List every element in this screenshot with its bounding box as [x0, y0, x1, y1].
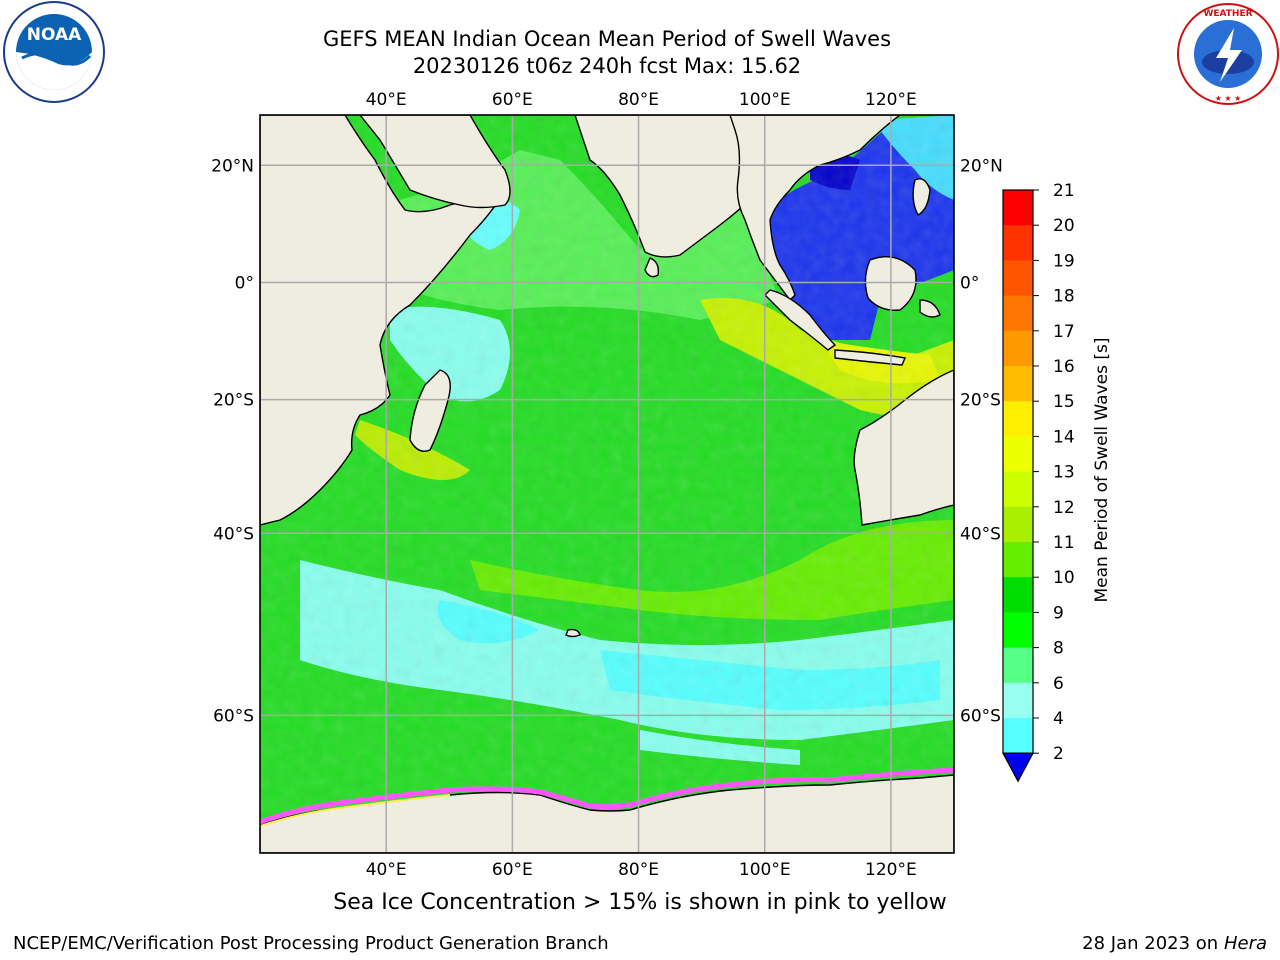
colorbar-tick-label: 20 [1053, 216, 1075, 236]
lon-tick-top: 40°E [366, 90, 407, 110]
colorbar-tick-label: 6 [1053, 674, 1064, 694]
colorbar-segment [1003, 612, 1033, 649]
map-frame [259, 114, 955, 854]
colorbar-tick-label: 10 [1053, 568, 1075, 588]
svg-text:WEATHER: WEATHER [1203, 9, 1252, 19]
lat-tick-left: 0° [235, 273, 254, 293]
colorbar-segment [1003, 330, 1033, 367]
colorbar-segment [1003, 225, 1033, 261]
lat-tick-right: 60°S [960, 706, 1001, 726]
colorbar-tick-label: 14 [1053, 427, 1075, 447]
lon-tick-top: 60°E [492, 90, 533, 110]
colorbar-segment [1003, 577, 1033, 613]
colorbar-tick-label: 17 [1053, 322, 1075, 342]
footer-date: 28 Jan 2023 on Hera [1082, 933, 1267, 954]
colorbar-tick-label: 18 [1053, 287, 1075, 307]
lat-tick-right: 20°S [960, 391, 1001, 411]
colorbar-segment [1003, 295, 1033, 332]
lon-tick-bottom: 60°E [492, 860, 533, 880]
noaa-logo: NOAA [3, 1, 105, 103]
chart-title: GEFS MEAN Indian Ocean Mean Period of Sw… [322, 27, 892, 51]
lon-tick-bottom: 120°E [865, 860, 917, 880]
lon-tick-top: 120°E [865, 90, 917, 110]
gridlines [260, 115, 954, 853]
map-area [260, 115, 954, 853]
axis-tick-labels: 40°E 40°E 60°E 60°E 80°E 80°E 100°E 100°E 120°E 1… [211, 90, 1003, 880]
colorbar-tick-label: 9 [1053, 603, 1064, 623]
svg-text:★ ★ ★: ★ ★ ★ [1215, 94, 1242, 103]
colorbar-segment [1003, 436, 1033, 473]
nws-logo: WEATHER ★ ★ ★ [1177, 3, 1279, 105]
colorbar-segment [1003, 401, 1033, 437]
noaa-logo-text: NOAA [27, 25, 82, 45]
sea-ice-note: Sea Ice Concentration > 15% is shown in … [333, 890, 947, 915]
colorbar-segment [1003, 366, 1033, 402]
colorbar-tick-label: 21 [1053, 181, 1075, 201]
lon-tick-bottom: 100°E [739, 860, 791, 880]
chart-subtitle: 20230126 t06z 240h fcst Max: 15.62 [412, 54, 802, 78]
colorbar-segment [1003, 260, 1033, 297]
colorbar-tick-label: 4 [1053, 709, 1064, 729]
colorbar: 21 20 19 18 17 16 15 14 13 12 11 10 9 8 6 4 2 [1001, 181, 1075, 783]
colorbar-tick-label: 8 [1053, 639, 1064, 659]
colorbar-segment [1003, 647, 1033, 684]
colorbar-segment [1003, 190, 1033, 226]
colorbar-tick-label: 12 [1053, 498, 1075, 518]
lon-tick-bottom: 80°E [618, 860, 659, 880]
lat-tick-left: 20°N [211, 156, 254, 176]
lat-tick-left: 20°S [213, 391, 254, 411]
lat-tick-right: 40°S [960, 524, 1001, 544]
colorbar-tick-label: 16 [1053, 357, 1075, 377]
colorbar-under-arrow [1001, 752, 1035, 783]
lat-tick-left: 40°S [213, 524, 254, 544]
colorbar-tick-label: 19 [1053, 251, 1075, 271]
colorbar-tick-label: 11 [1053, 533, 1075, 553]
footer-date-text: 28 Jan 2023 on [1082, 933, 1224, 954]
footer-credit: NCEP/EMC/Verification Post Processing Pr… [13, 933, 609, 954]
colorbar-segment [1003, 682, 1033, 719]
sea-ice-edge [260, 767, 954, 825]
lon-tick-top: 100°E [739, 90, 791, 110]
lat-tick-right: 20°N [960, 156, 1003, 176]
colorbar-tick-label: 13 [1053, 463, 1075, 483]
colorbar-tick-label: 15 [1053, 392, 1075, 412]
land [260, 115, 954, 853]
colorbar-tick-label: 2 [1053, 744, 1064, 764]
lat-tick-right: 0° [960, 273, 979, 293]
colorbar-segment [1003, 718, 1033, 754]
colorbar-segment [1003, 506, 1033, 543]
lat-tick-left: 60°S [213, 706, 254, 726]
colorbar-segment [1003, 471, 1033, 508]
lon-tick-top: 80°E [618, 90, 659, 110]
colorbar-label: Mean Period of Swell Waves [s] [1092, 338, 1112, 603]
footer-machine: Hera [1223, 933, 1267, 954]
colorbar-segment [1003, 542, 1033, 578]
lon-tick-bottom: 40°E [366, 860, 407, 880]
